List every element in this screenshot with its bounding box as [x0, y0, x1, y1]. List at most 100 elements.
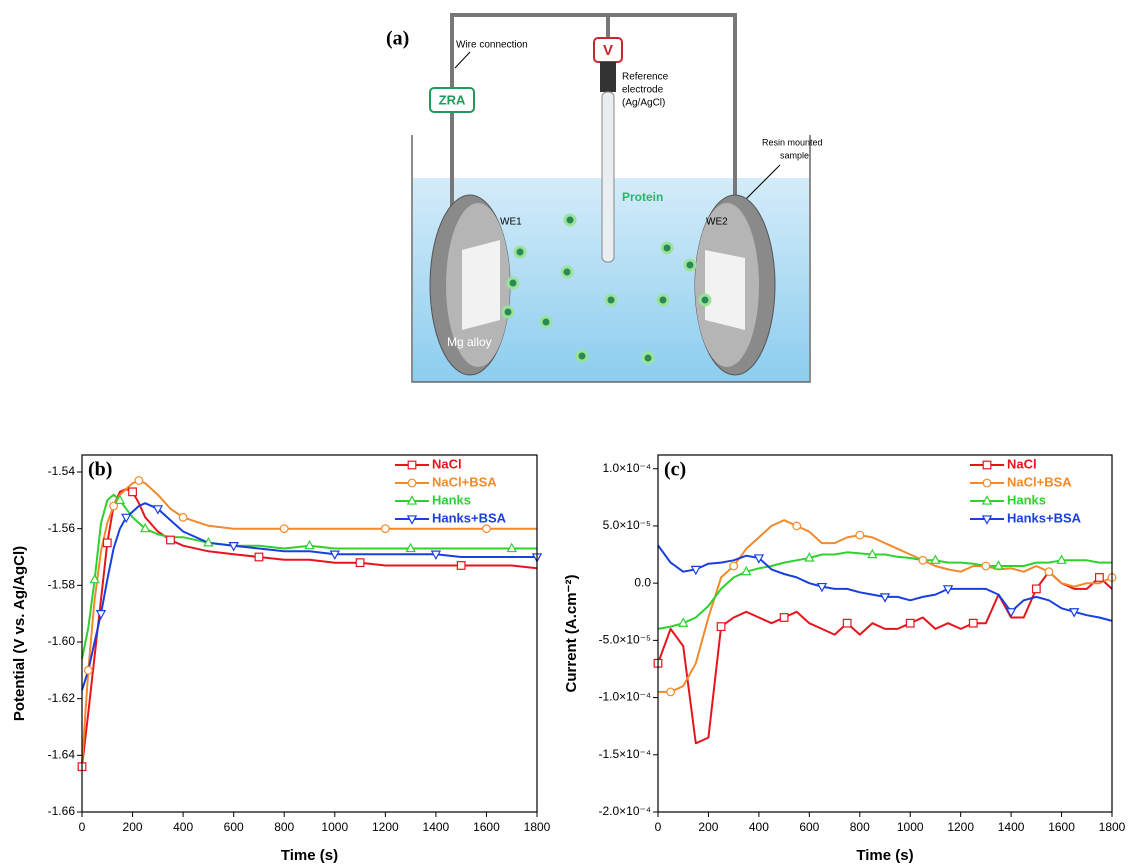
y-tick-label: -5.0×10⁻⁵ [599, 633, 651, 647]
diagram: (a) V ZRA Wire connection Reference elec… [386, 13, 823, 383]
marker [993, 560, 1004, 570]
y-tick-label: -1.64 [48, 748, 76, 762]
charts: -1.66 -1.64 -1.62 -1.60 -1.58 -1.56 -1.54 0 200 4… [11, 454, 1126, 864]
marker [329, 550, 340, 560]
protein-label: Protein [622, 190, 663, 204]
marker [1031, 584, 1041, 594]
marker [981, 561, 991, 571]
marker [134, 476, 144, 485]
y-tick-label: 0.0 [634, 575, 651, 589]
marker [139, 522, 151, 533]
marker [102, 538, 112, 548]
zra: ZRA [439, 92, 466, 107]
we2: WE2 [706, 217, 728, 228]
legend-marker [981, 515, 993, 525]
legend-marker [981, 495, 993, 505]
marker [128, 487, 137, 497]
y-axis-label: Potential (V vs. Ag/AgCl) [11, 546, 28, 721]
series-line [81, 502, 537, 691]
marker [304, 539, 315, 550]
marker [741, 565, 752, 576]
y-tick-label: -1.60 [48, 634, 76, 648]
marker [456, 561, 466, 570]
marker [666, 687, 676, 697]
marker [1056, 554, 1067, 564]
marker [380, 524, 390, 534]
legend-marker [982, 460, 992, 470]
marker [203, 537, 214, 547]
marker [114, 494, 126, 504]
legend-label: Hanks [1007, 492, 1046, 507]
legend-marker [407, 478, 417, 488]
marker [792, 521, 802, 531]
marker [430, 550, 442, 560]
marker [779, 613, 789, 622]
y-tick-label: -1.62 [48, 691, 76, 705]
marker [178, 512, 188, 522]
we1-sample [462, 240, 500, 330]
marker [816, 582, 828, 593]
legend-marker [407, 460, 417, 470]
marker [753, 554, 765, 564]
proteins [501, 213, 712, 365]
series-line [81, 493, 537, 660]
reference-label: Reference [622, 72, 669, 83]
marker [716, 622, 726, 632]
x-tick-label: 1000 [897, 820, 924, 834]
marker [279, 524, 289, 534]
y-tick-label: -1.66 [48, 804, 76, 818]
marker [1068, 608, 1080, 618]
marker [89, 573, 100, 584]
beaker [411, 135, 811, 383]
x-tick-label: 1000 [321, 820, 348, 834]
marker [1094, 573, 1104, 582]
plot-frame [81, 454, 538, 813]
series-line [658, 519, 1113, 693]
marker [166, 535, 175, 545]
legend-marker [406, 515, 418, 525]
y-axis-label: Current (A.cm⁻²) [563, 575, 580, 693]
marker [942, 585, 954, 595]
marker [930, 554, 941, 564]
legend-marker [406, 495, 418, 505]
series-line [81, 479, 537, 764]
x-tick-label: 1600 [1048, 820, 1075, 834]
x-tick-label: 0 [655, 820, 662, 834]
electrode-tube [601, 91, 615, 263]
x-tick-label: 400 [173, 820, 193, 834]
marker [905, 618, 915, 628]
y-tick-label: 1.0×10⁻⁴ [602, 461, 651, 475]
marker [152, 505, 164, 515]
x-tick-label: 800 [274, 820, 294, 834]
marker [867, 548, 878, 559]
marker [855, 530, 865, 540]
y-tick-label: -1.5×10⁻⁴ [598, 747, 651, 761]
legend-label: NaCl+BSA [1007, 474, 1072, 489]
x-tick-label: 1200 [372, 820, 399, 834]
marker [254, 552, 264, 562]
marker [95, 610, 107, 620]
y-tick-label: -2.0×10⁻⁴ [598, 804, 651, 818]
x-tick-label: 1400 [423, 820, 450, 834]
legend-marker [982, 478, 992, 488]
x-tick-label: 400 [749, 820, 769, 834]
marker [918, 555, 928, 565]
electrode-cap [600, 62, 616, 92]
we2-sample [705, 250, 745, 330]
marker [83, 665, 93, 675]
reference-label: (Ag/AgCl) [622, 98, 665, 109]
panel-label: (b) [88, 459, 112, 481]
marker [1005, 608, 1017, 618]
legend-label: NaCl [1007, 456, 1037, 471]
marker [482, 524, 491, 534]
y-tick-label: -1.56 [48, 521, 76, 535]
x-tick-label: 200 [698, 820, 718, 834]
marker [109, 501, 118, 511]
series-line [657, 551, 1112, 630]
plot-frame [657, 454, 1113, 813]
sample-label: sample [780, 150, 809, 160]
marker [879, 593, 891, 603]
zra-box [429, 87, 475, 113]
marker [506, 542, 517, 553]
